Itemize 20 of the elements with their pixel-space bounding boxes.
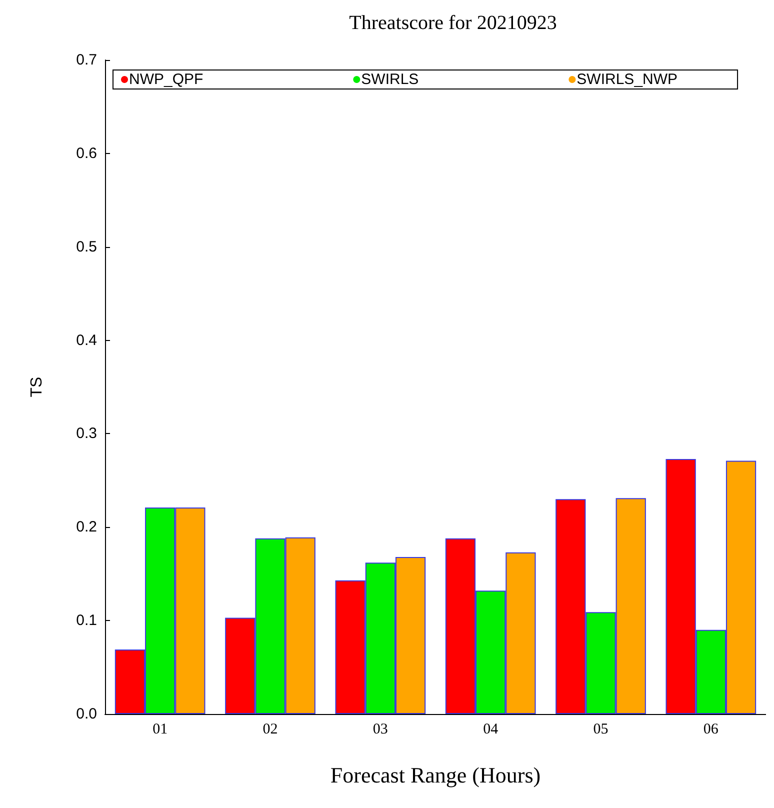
y-tick-label: 0.0 <box>76 706 97 722</box>
y-tick-label: 0.5 <box>76 238 97 256</box>
y-tick-label: 0.4 <box>76 332 97 349</box>
y-tick-label: 0.2 <box>76 518 97 536</box>
x-tick-label: 03 <box>372 722 388 738</box>
y-tick-label: 0.3 <box>76 425 97 442</box>
legend-label: NWP_QPF <box>129 71 204 88</box>
y-tick-label: 0.1 <box>76 612 97 630</box>
x-tick-label: 01 <box>152 722 168 738</box>
chart-title: Threatscore for 20210923 <box>349 12 557 34</box>
x-tick-label: 04 <box>483 722 499 738</box>
legend-label: SWIRLS_NWP <box>576 71 678 88</box>
x-tick-label: 05 <box>593 722 608 738</box>
y-tick-label: 0.7 <box>76 52 97 68</box>
x-tick-label: 06 <box>703 722 719 738</box>
x-axis-title: Forecast Range (Hours) <box>330 762 541 788</box>
x-tick-label: 02 <box>262 722 278 738</box>
y-tick-label: 0.6 <box>76 144 97 162</box>
legend-label: SWIRLS <box>361 71 419 88</box>
y-axis-title: TS <box>28 376 46 398</box>
